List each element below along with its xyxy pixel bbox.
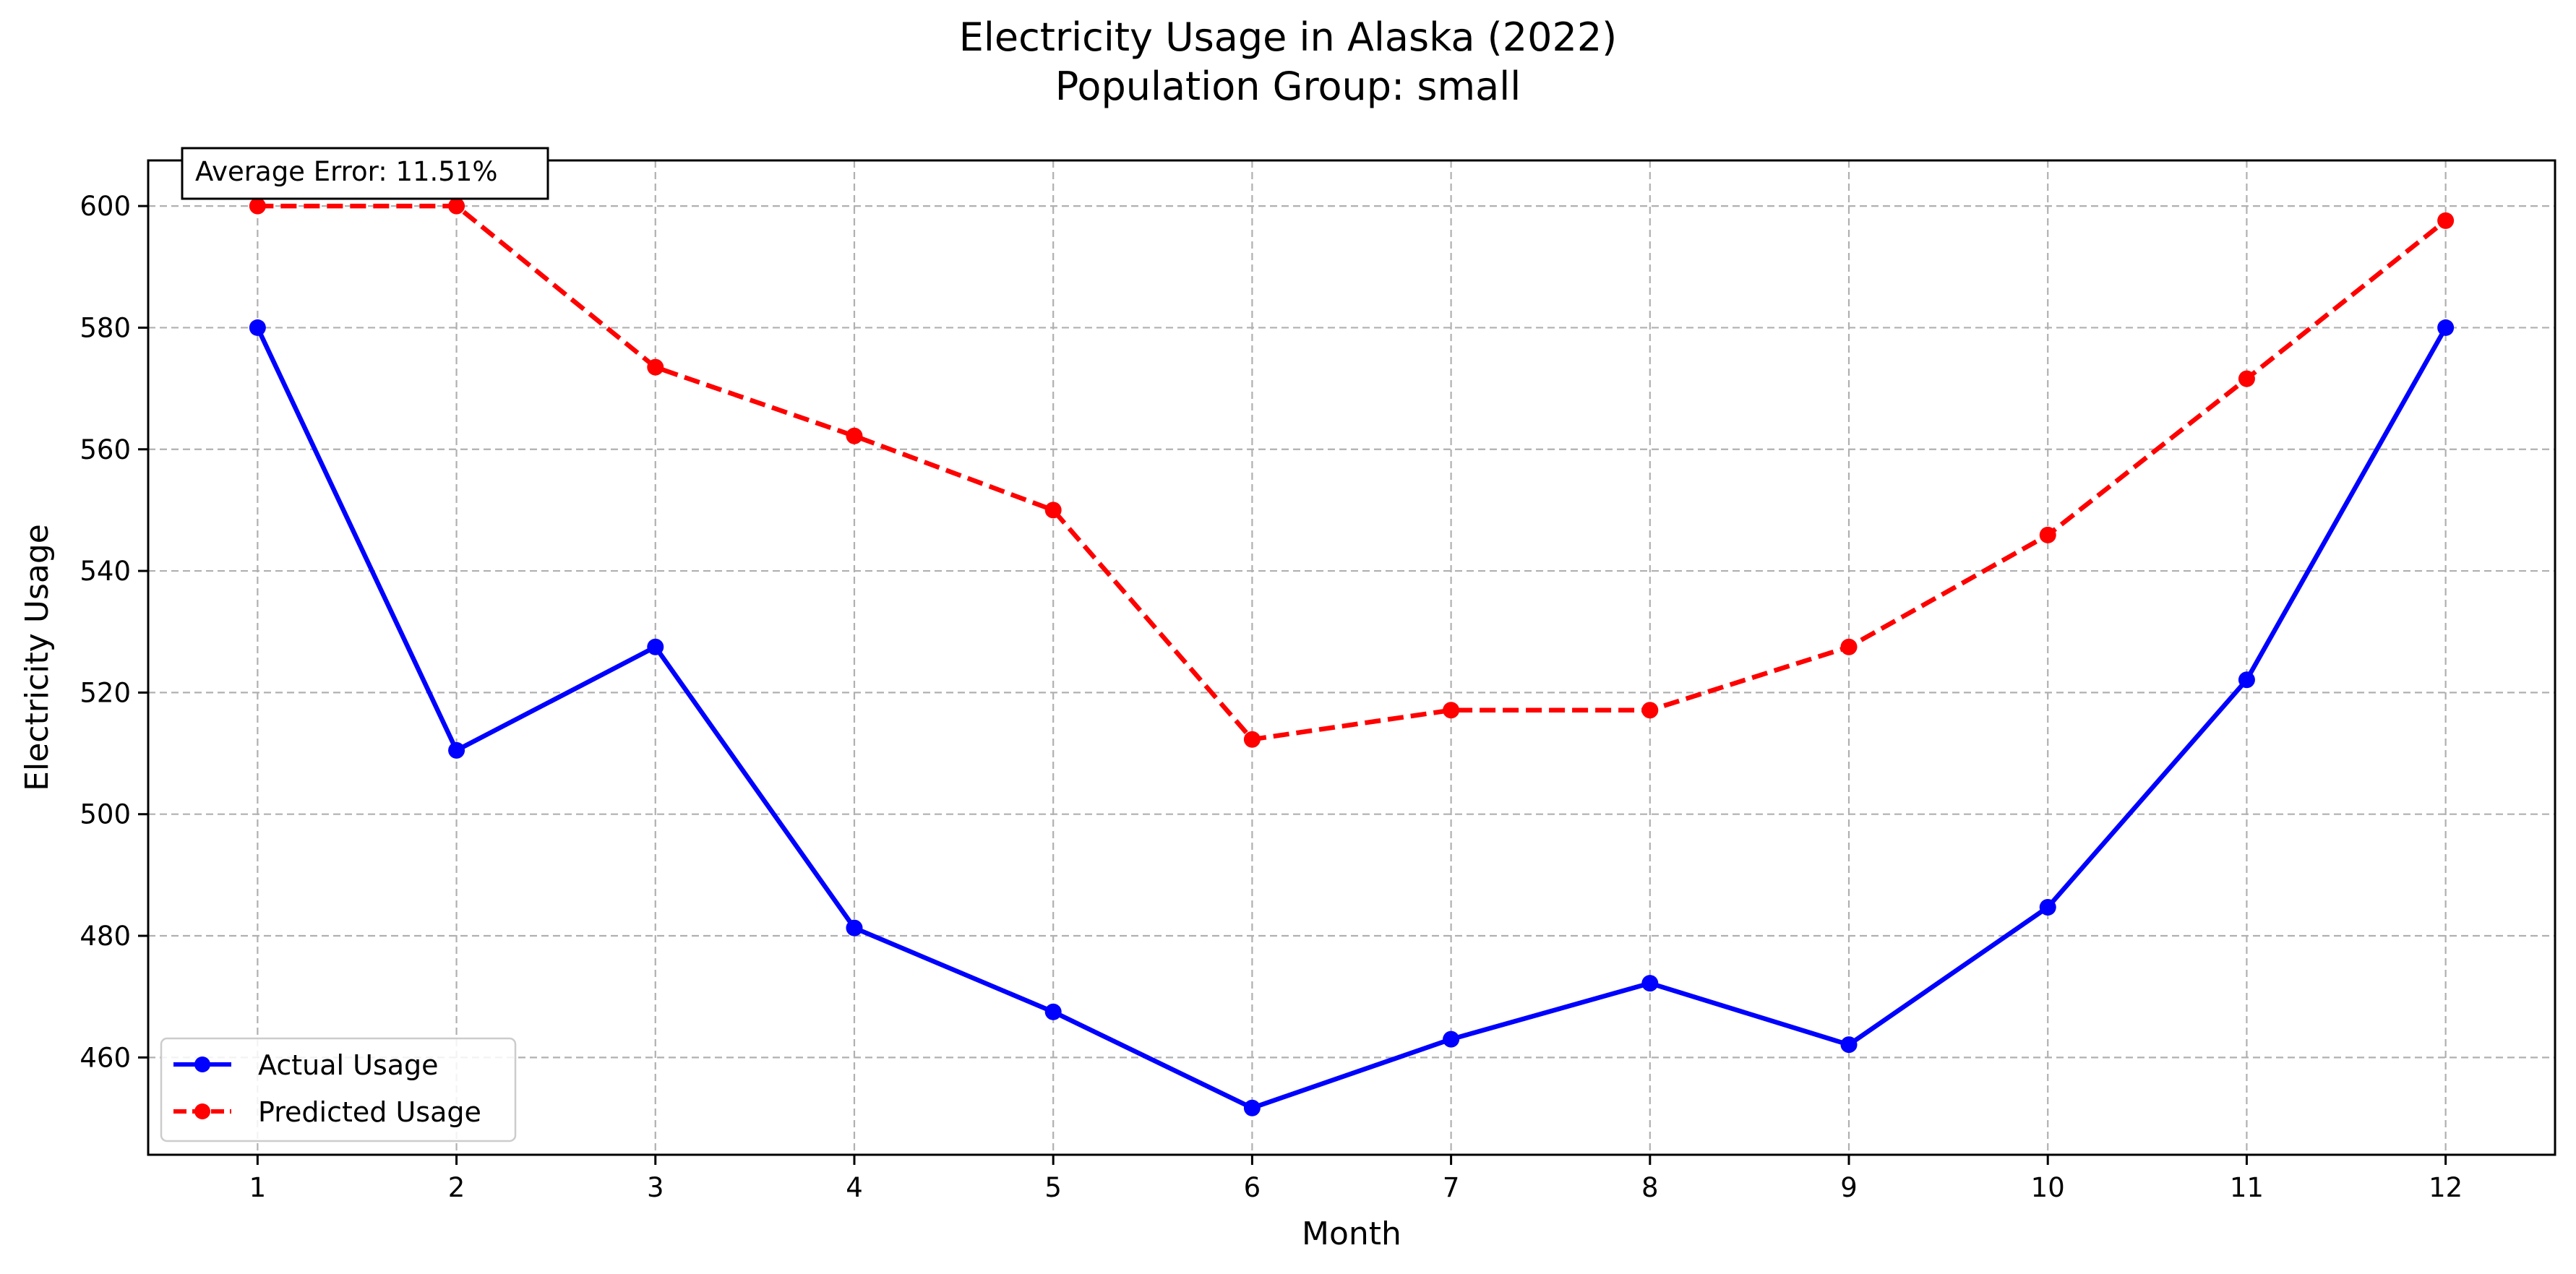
x-tick-label: 8 bbox=[1641, 1172, 1659, 1203]
data-point-actual bbox=[2437, 319, 2455, 336]
x-tick-label: 5 bbox=[1044, 1172, 1062, 1203]
x-tick-label: 12 bbox=[2429, 1172, 2463, 1203]
x-tick-label: 1 bbox=[249, 1172, 267, 1203]
data-point-actual bbox=[1641, 975, 1659, 992]
data-point-actual bbox=[2238, 671, 2255, 689]
data-point-predicted bbox=[2238, 370, 2255, 387]
data-point-predicted bbox=[1044, 502, 1062, 519]
series-markers bbox=[249, 197, 2455, 1116]
series-line-actual bbox=[255, 326, 2448, 1111]
data-point-actual bbox=[1840, 1036, 1858, 1054]
x-tick-label: 11 bbox=[2230, 1172, 2264, 1203]
y-tick-label: 580 bbox=[80, 312, 131, 343]
y-axis-ticks: 460 480 500 520 540 560 580 600 bbox=[80, 191, 148, 1073]
series-lines bbox=[255, 203, 2448, 1111]
data-point-actual bbox=[1243, 1099, 1261, 1116]
y-tick-label: 500 bbox=[80, 799, 131, 830]
error-annotation: Average Error: 11.51% bbox=[181, 147, 549, 200]
x-tick-label: 10 bbox=[2031, 1172, 2065, 1203]
x-tick-label: 9 bbox=[1840, 1172, 1858, 1203]
legend-label-predicted: Predicted Usage bbox=[258, 1096, 481, 1128]
data-point-predicted bbox=[448, 197, 465, 215]
legend: Actual Usage Predicted Usage bbox=[160, 1037, 517, 1142]
data-point-predicted bbox=[1243, 731, 1261, 748]
x-tick-label: 6 bbox=[1244, 1172, 1261, 1203]
data-point-predicted bbox=[647, 358, 664, 376]
annotation-box bbox=[181, 147, 549, 200]
data-point-predicted bbox=[1641, 702, 1659, 719]
data-point-predicted bbox=[2039, 526, 2056, 543]
y-tick-label: 600 bbox=[80, 191, 131, 222]
legend-entry-actual: Actual Usage bbox=[173, 1049, 439, 1081]
x-axis-label: Month bbox=[1302, 1215, 1401, 1252]
data-point-predicted bbox=[1443, 702, 1460, 719]
data-point-actual bbox=[1044, 1003, 1062, 1020]
y-tick-label: 560 bbox=[80, 434, 131, 465]
data-point-predicted bbox=[249, 197, 266, 215]
data-point-actual bbox=[647, 638, 664, 655]
chart-title: Electricity Usage in Alaska (2022) bbox=[959, 14, 1618, 60]
series-line-predicted bbox=[257, 203, 2447, 742]
legend-entry-predicted: Predicted Usage bbox=[173, 1096, 481, 1128]
x-tick-label: 3 bbox=[647, 1172, 664, 1203]
y-tick-label: 480 bbox=[80, 921, 131, 952]
chart-subtitle: Population Group: small bbox=[1055, 64, 1521, 109]
data-point-actual bbox=[249, 319, 266, 336]
plot-frame bbox=[147, 159, 2556, 1156]
data-point-predicted bbox=[846, 427, 863, 444]
data-point-actual bbox=[448, 741, 465, 759]
y-tick-label: 520 bbox=[80, 677, 131, 708]
data-point-actual bbox=[846, 919, 863, 937]
y-tick-label: 540 bbox=[80, 556, 131, 587]
x-tick-label: 4 bbox=[846, 1172, 863, 1203]
legend-marker-predicted bbox=[194, 1103, 210, 1119]
grid-lines bbox=[148, 160, 2555, 1155]
x-tick-label: 2 bbox=[448, 1172, 465, 1203]
data-point-predicted bbox=[2437, 212, 2455, 229]
y-axis-label: Electricity Usage bbox=[19, 524, 56, 791]
y-tick-label: 460 bbox=[80, 1042, 131, 1073]
annotation-text: Average Error: 11.51% bbox=[195, 156, 498, 187]
data-point-actual bbox=[1443, 1030, 1460, 1048]
data-point-predicted bbox=[1840, 638, 1858, 655]
x-axis-ticks: 1 2 3 4 5 6 7 8 9 10 11 12 bbox=[249, 1155, 2463, 1203]
legend-box bbox=[160, 1037, 517, 1142]
data-point-actual bbox=[2039, 898, 2056, 916]
legend-marker-actual bbox=[194, 1056, 210, 1072]
x-tick-label: 7 bbox=[1443, 1172, 1460, 1203]
legend-label-actual: Actual Usage bbox=[258, 1049, 439, 1081]
